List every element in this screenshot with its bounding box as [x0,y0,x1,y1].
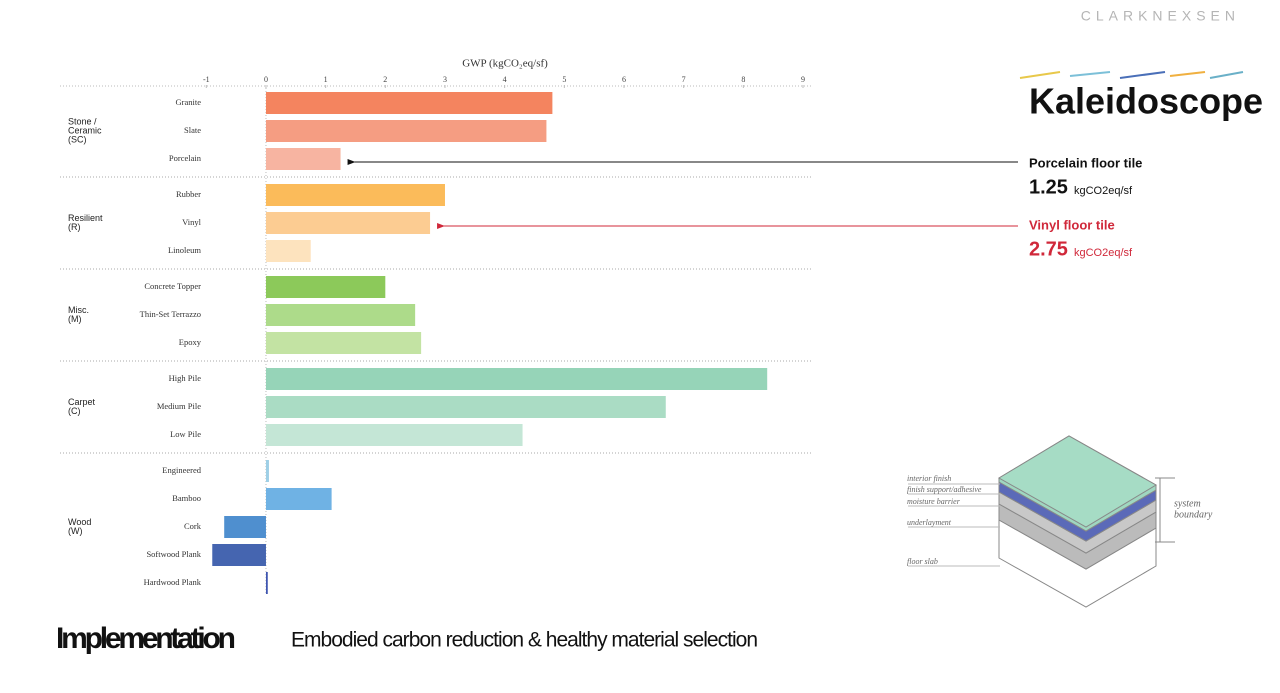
diagram-label: floor slab [907,557,938,566]
bar [265,212,431,234]
category-label: Granite [176,97,202,107]
group-label: (SC) [68,134,87,144]
bar [265,304,416,326]
bar [265,488,332,510]
category-label: Thin-Set Terrazzo [140,309,201,319]
diagram-label: finish support/adhesive [907,485,982,494]
bar [265,276,386,298]
diagram-label: interior finish [907,474,951,483]
category-label: Medium Pile [157,401,201,411]
category-label: Softwood Plank [146,549,201,559]
x-tick-label: 8 [741,75,745,84]
bar [265,240,311,262]
annotation-value: 1.25 [1029,176,1068,198]
bar [265,460,269,482]
bar [265,148,341,170]
bar [265,184,445,206]
annotation-label: Porcelain floor tile [1029,155,1142,170]
bar [224,516,266,538]
x-tick-label: 9 [801,75,805,84]
category-label: High Pile [169,373,202,383]
x-tick-label: -1 [203,75,210,84]
bar [265,396,666,418]
logo-pattern [1019,71,1244,79]
category-label: Porcelain [169,153,202,163]
product-name: Kaleidoscope [1029,81,1263,122]
x-tick-label: 6 [622,75,626,84]
x-tick-label: 2 [383,75,387,84]
category-label: Hardwood Plank [144,577,202,587]
category-label: Linoleum [168,245,201,255]
annotation-label: Vinyl floor tile [1029,217,1115,232]
bar [265,92,553,114]
annotation-unit: kgCO2eq/sf [1074,247,1133,259]
group-label: (M) [68,314,82,324]
group-label: Stone / [68,116,97,126]
group-label: Wood [68,517,91,527]
layer-diagram [908,435,1175,608]
x-tick-label: 7 [682,75,686,84]
annotation-value: 2.75 [1029,238,1068,260]
x-tick-label: 0 [264,75,268,84]
category-label: Engineered [162,465,201,475]
brand: CLARKNEXSEN [1081,8,1240,24]
diagram-label: system [1174,498,1201,509]
diagram-label: boundary [1174,509,1213,520]
x-tick-label: 5 [562,75,566,84]
category-label: Epoxy [179,337,202,347]
category-label: Low Pile [170,429,201,439]
category-label: Cork [184,521,202,531]
bar [265,572,268,594]
footer-subtitle: Embodied carbon reduction & healthy mate… [291,629,758,652]
category-label: Concrete Topper [144,281,201,291]
x-tick-label: 1 [324,75,328,84]
bar [265,332,422,354]
bar [265,120,547,142]
diagram-label: moisture barrier [907,497,961,506]
chart-title: GWP (kgCO₂eq/sf) [462,58,548,70]
group-label: Misc. [68,305,89,315]
category-label: Bamboo [172,493,201,503]
bar [212,544,266,566]
category-label: Slate [184,125,201,135]
category-label: Rubber [176,189,201,199]
footer-title: Implementation [56,622,236,655]
group-label: Resilient [68,213,103,223]
group-label: Carpet [68,397,96,407]
annotation-unit: kgCO2eq/sf [1074,185,1133,197]
bar [265,424,523,446]
group-label: (C) [68,406,81,416]
x-tick-label: 3 [443,75,447,84]
diagram-label: underlayment [907,518,952,527]
group-label: (W) [68,526,83,536]
group-label: Ceramic [68,125,102,135]
category-label: Vinyl [182,217,201,227]
bar [265,368,768,390]
x-tick-label: 4 [503,75,507,84]
group-label: (R) [68,222,81,232]
